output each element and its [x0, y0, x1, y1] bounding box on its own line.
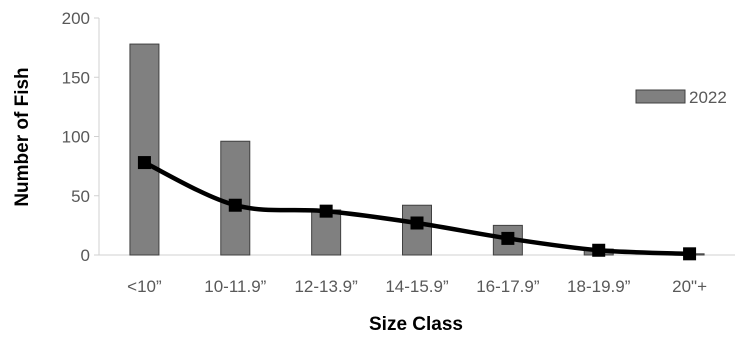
legend: 2022	[635, 88, 727, 107]
y-tick-label: 0	[81, 246, 90, 265]
y-tick-label: 150	[62, 68, 90, 87]
legend-swatch-2022	[635, 89, 686, 104]
line-marker	[501, 231, 515, 245]
bar	[220, 140, 251, 256]
y-axis-title: Number of Fish	[12, 67, 33, 206]
y-tick-label: 200	[62, 9, 90, 28]
x-tick-label: 10-11.9”	[204, 277, 266, 296]
x-tick-label: 12-13.9”	[294, 277, 358, 296]
y-tick-label: 100	[62, 128, 90, 147]
line-marker	[319, 204, 333, 218]
line-marker	[228, 198, 242, 212]
y-tick-label: 50	[71, 187, 90, 206]
y-axis-ticks: 0 50 100 150 200	[62, 9, 99, 265]
line-marker	[683, 247, 697, 261]
x-tick-label: 20"+	[672, 277, 707, 296]
x-tick-label: 18-19.9”	[567, 277, 631, 296]
bar	[129, 43, 160, 256]
x-tick-label: 14-15.9”	[385, 277, 449, 296]
x-tick-label: 16-17.9”	[476, 277, 540, 296]
line-marker	[592, 243, 606, 257]
line-series	[137, 156, 697, 261]
x-axis-title: Size Class	[369, 314, 463, 335]
legend-label-2022: 2022	[689, 88, 727, 107]
bar	[402, 204, 432, 256]
line-marker	[137, 156, 151, 170]
line-marker	[410, 216, 424, 230]
x-axis-ticks: <10” 10-11.9” 12-13.9” 14-15.9” 16-17.9” 18-1…	[127, 277, 707, 296]
x-tick-label: <10”	[127, 277, 162, 296]
